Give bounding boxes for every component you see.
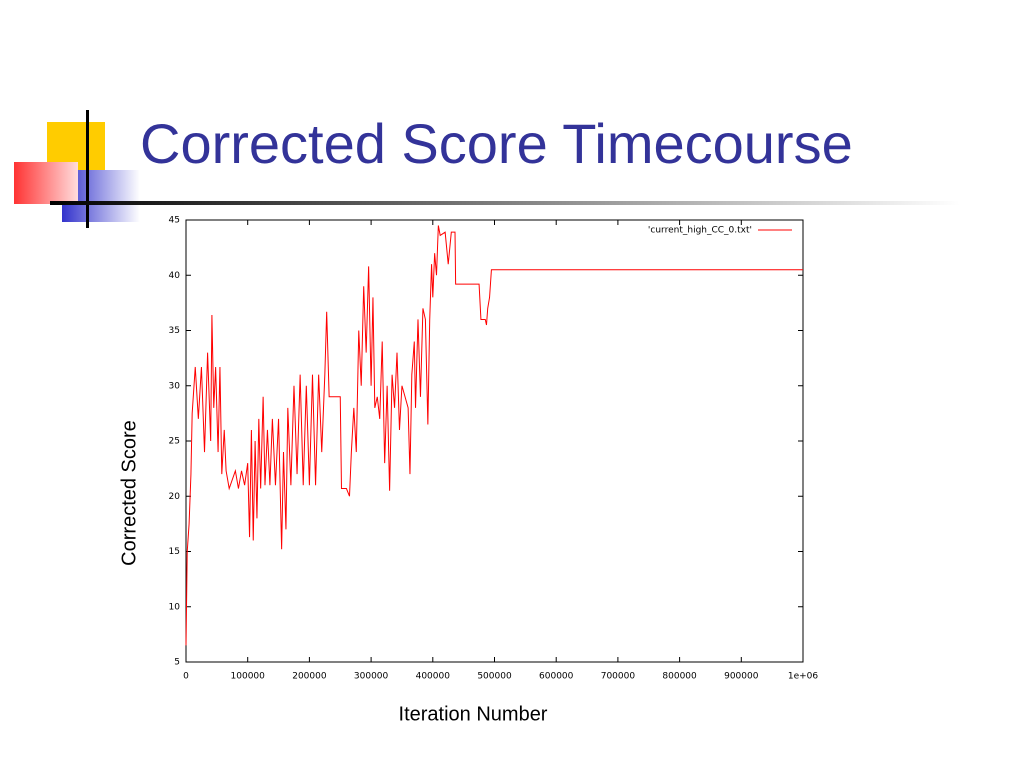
x-tick-label: 0 [183,672,189,682]
x-axis-label: Iteration Number [399,703,548,725]
y-tick-label: 45 [169,216,180,226]
legend-label: 'current_high_CC_0.txt' [648,226,752,236]
y-tick-label: 10 [169,602,181,612]
deco-hline [50,201,960,205]
y-tick-label: 40 [169,271,181,281]
y-tick-label: 15 [169,547,180,557]
x-tick-label: 600000 [539,672,574,682]
deco-red [14,162,78,204]
x-tick-label: 900000 [724,672,759,682]
x-tick-label: 800000 [662,672,697,682]
deco-vline [86,110,89,228]
y-tick-label: 20 [169,492,181,502]
x-tick-label: 1e+06 [788,672,819,682]
x-tick-label: 300000 [354,672,389,682]
x-tick-label: 400000 [416,672,451,682]
y-axis-label: Corrected Score [118,420,140,566]
x-tick-label: 100000 [231,672,266,682]
plot-frame [185,219,804,663]
y-tick-label: 25 [169,437,180,447]
title: Corrected Score Timecourse [140,112,853,175]
y-tick-label: 30 [169,381,181,391]
x-tick-label: 200000 [292,672,327,682]
y-tick-label: 35 [169,326,180,336]
x-tick-label: 500000 [477,672,512,682]
data-line [185,225,803,646]
y-tick-label: 5 [174,658,180,668]
x-tick-label: 700000 [601,672,636,682]
